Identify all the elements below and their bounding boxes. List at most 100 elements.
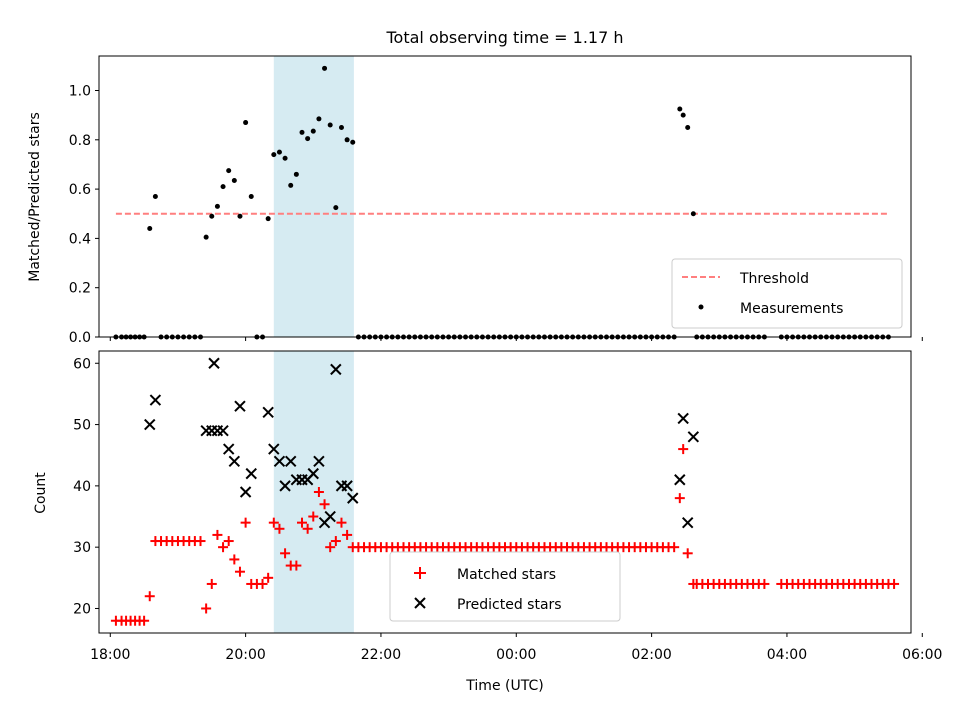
top-plot-frame (98, 55, 912, 338)
measurement-point (226, 168, 232, 174)
measurement-point (344, 137, 350, 143)
measurement-point (209, 213, 215, 219)
matched-star-point (240, 517, 251, 528)
x-tick-label: 22:00 (361, 647, 401, 663)
top-y-axis-label: Matched/Predicted stars (27, 112, 43, 282)
measurement-point (310, 128, 316, 134)
matched-star-point (302, 523, 313, 534)
measurement-point (276, 149, 282, 155)
matched-star-point (336, 517, 347, 528)
predicted-star-point (208, 357, 220, 369)
top-shaded-interval (273, 56, 354, 337)
y-tick-label: 20 (73, 601, 91, 617)
predicted-star-point (234, 400, 246, 412)
measurement-point (316, 116, 322, 122)
count-points (110, 357, 900, 626)
matched-star-point (212, 529, 223, 540)
measurement-point (282, 155, 288, 161)
matched-star-point (263, 572, 274, 583)
chart-title: Total observing time = 1.17 h (385, 28, 623, 47)
predicted-star-point (347, 492, 359, 504)
y-tick-label: 0.6 (69, 182, 91, 198)
predicted-star-point (144, 418, 156, 431)
predicted-star-point (285, 455, 297, 468)
x-tick-label: 06:00 (902, 647, 942, 663)
predicted-star-point (279, 480, 291, 492)
y-tick-label: 30 (73, 540, 91, 556)
measurement-point (147, 226, 153, 232)
y-tick-label: 0.0 (69, 330, 91, 346)
predicted-star-point (228, 455, 241, 468)
legend-measurements-swatch (698, 304, 704, 310)
matched-star-point (330, 536, 341, 547)
predicted-star-point (217, 424, 229, 437)
measurement-point (338, 124, 344, 130)
predicted-star-point (313, 455, 325, 468)
top-panel: 0.0 0.2 0.4 0.6 0.8 1.0 Total observing time … (27, 28, 923, 346)
measurement-point (271, 152, 277, 158)
matched-star-point (257, 578, 268, 589)
predicted-star-point (273, 455, 286, 468)
legend-predicted-label: Predicted stars (457, 597, 562, 613)
predicted-star-point (324, 510, 336, 523)
y-tick-label: 0.2 (69, 281, 91, 297)
legend-predicted-swatch (414, 597, 426, 609)
top-y-ticks: 0.0 0.2 0.4 0.6 0.8 1.0 (69, 84, 99, 346)
bottom-panel: 20 30 40 50 60 18:00 20:00 22:00 00:00 02:00 04:0… (33, 350, 942, 694)
matched-star-point (218, 542, 229, 553)
predicted-star-point (341, 480, 353, 492)
predicted-star-point (262, 406, 274, 419)
x-tick-label: 20:00 (225, 647, 265, 663)
matched-star-point (682, 548, 693, 559)
predicted-star-point (239, 486, 252, 498)
x-tick-label: 18:00 (90, 647, 130, 663)
matched-star-point (201, 603, 212, 614)
matched-star-point (313, 487, 324, 497)
matched-star-point (342, 529, 353, 540)
predicted-star-point (677, 412, 689, 425)
predicted-star-point (674, 474, 686, 486)
top-legend: Threshold Measurements (671, 258, 903, 329)
measurement-point (220, 184, 226, 190)
bottom-x-ticks: 18:00 20:00 22:00 00:00 02:00 04:00 06:00 (90, 633, 942, 663)
measurement-point (690, 211, 696, 217)
top-x-ticks (109, 337, 923, 341)
predicted-star-point (687, 431, 700, 443)
matched-star-point (889, 578, 900, 589)
y-tick-label: 1.0 (69, 84, 91, 100)
measurement-point (350, 139, 356, 145)
matched-star-point (674, 493, 685, 504)
matched-star-point (669, 542, 680, 553)
y-tick-label: 0.8 (69, 133, 91, 149)
x-tick-label: 02:00 (631, 647, 671, 663)
measurement-point (299, 129, 305, 135)
matched-star-point (678, 444, 689, 455)
matched-star-point (229, 554, 240, 565)
measurement-point (203, 234, 209, 240)
predicted-star-point (222, 443, 235, 455)
matched-star-point (280, 548, 291, 559)
predicted-star-point (330, 363, 342, 376)
predicted-star-point (149, 394, 162, 406)
matched-star-point (759, 578, 770, 589)
measurement-point (265, 216, 271, 222)
predicted-star-point (268, 443, 280, 455)
matched-star-point (297, 517, 307, 528)
matched-star-point (139, 615, 150, 626)
measurement-point (214, 203, 220, 209)
predicted-star-point (245, 467, 257, 480)
measurement-point (327, 122, 333, 128)
matched-star-point (195, 536, 206, 547)
y-tick-label: 40 (73, 479, 91, 495)
matched-star-point (291, 560, 302, 571)
matched-star-point (144, 591, 155, 602)
matched-star-point (274, 523, 285, 534)
measurement-point (305, 136, 311, 142)
matched-star-point (325, 542, 336, 553)
predicted-star-point (307, 467, 319, 480)
x-tick-label: 04:00 (767, 647, 807, 663)
bottom-y-ticks: 20 30 40 50 60 (73, 356, 99, 617)
legend-matched-swatch (414, 567, 426, 579)
matched-star-point (206, 578, 217, 589)
